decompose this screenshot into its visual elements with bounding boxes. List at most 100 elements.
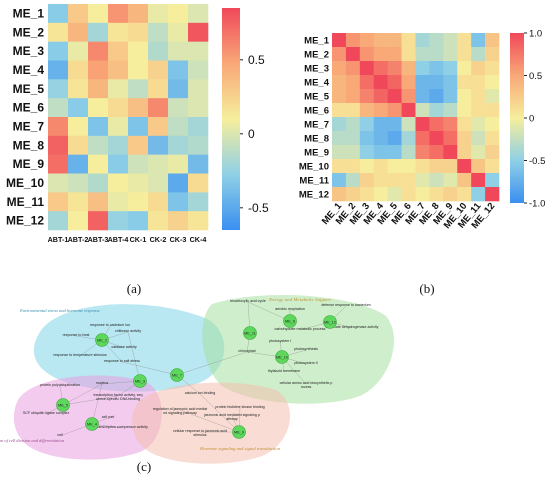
network-term-label-cont: stimulus: [193, 433, 206, 437]
heatmap-b-cell: [457, 75, 472, 90]
heatmap-b-cell: [387, 145, 402, 160]
heatmap-a-cell: [48, 4, 69, 24]
heatmap-a-cell: [88, 211, 109, 231]
heatmap-a-cell: [128, 22, 149, 42]
network-module-label: ME_9: [234, 430, 244, 434]
network-module-node: [133, 374, 147, 388]
heatmap-b-cell: [457, 61, 472, 76]
heatmap-a-cell: [148, 211, 169, 231]
heatmap-a-cell: [128, 41, 149, 61]
heatmap-a-cell: [188, 135, 209, 155]
heatmap-a-cell: [188, 22, 209, 42]
heatmap-b-cell: [485, 173, 500, 188]
network-module-node: [85, 417, 99, 431]
heatmap-a-cell: [148, 60, 169, 80]
heatmap-a-cell: [168, 4, 189, 24]
network-module-label: ME_11: [244, 331, 256, 335]
heatmap-b-cell: [401, 159, 416, 174]
heatmap-b-cell: [471, 145, 486, 160]
heatmap-a-row-label: ME_8: [13, 138, 45, 152]
heatmap-b-cell: [443, 145, 458, 160]
heatmap-a-col-label: ABT-2: [68, 235, 89, 244]
heatmap-b-cell: [443, 117, 458, 132]
heatmap-a-cell: [68, 60, 89, 80]
heatmap-b-row-label: ME_2: [304, 50, 329, 61]
network-term-label: photosystem II: [294, 361, 317, 365]
heatmap-b-cell: [429, 145, 444, 160]
network-edge: [127, 331, 141, 382]
heatmap-a-cell: [68, 22, 89, 42]
heatmap-b-row-label: ME_10: [299, 162, 329, 173]
network-module-label: ME_5: [58, 403, 68, 407]
heatmap-a-cell: [48, 173, 69, 193]
heatmap-b-row-label: ME_6: [304, 106, 329, 117]
heatmap-a-cell: [88, 192, 109, 212]
heatmap-a-cell: [88, 41, 109, 61]
heatmap-a-cell: [188, 60, 209, 80]
heatmap-a-cell: [108, 60, 129, 80]
heatmap-b-cell: [471, 173, 486, 188]
network-edge: [62, 395, 119, 406]
heatmap-b-cell: [332, 61, 347, 76]
heatmap-b-cell: [373, 89, 388, 104]
heatmap-b-cell: [345, 145, 361, 160]
network-term-label: protein histidine kinase binding: [215, 405, 264, 409]
network-term-label: carbohydrate metabolic process: [275, 327, 326, 331]
heatmap-a-cell: [168, 117, 189, 137]
heatmap-a-cell: [88, 22, 109, 42]
heatmap-b-cell: [401, 117, 416, 132]
network-term-label: response to temperature stimulus: [53, 353, 107, 357]
heatmap-b-cell: [429, 75, 444, 90]
heatmap-b-cell: [415, 47, 430, 62]
heatmap-a-cell: [168, 60, 189, 80]
heatmap-a-cell: [128, 4, 149, 24]
heatmap-b-cell: [359, 103, 375, 118]
network-module-label: ME_6: [285, 319, 295, 323]
colorbar-a-tick: 0: [248, 127, 255, 141]
heatmap-b-cell: [359, 75, 375, 90]
heatmap-a-row-label: ME_6: [13, 101, 45, 115]
heatmap-a-row-label: ME_1: [13, 6, 45, 20]
heatmap-b-cell: [345, 61, 361, 76]
heatmap-b-cell: [387, 47, 402, 62]
network-term-label: cell part: [102, 415, 115, 419]
heatmap-a-cell: [148, 192, 169, 212]
heatmap-a-row-label: ME_4: [13, 63, 45, 77]
heatmap-b-cell: [373, 75, 388, 90]
heatmap-b-row-label: ME_3: [304, 64, 329, 75]
network-group-area: [202, 294, 394, 404]
heatmap-b-cell: [457, 159, 472, 174]
network-term-label-cont: athway: [226, 417, 238, 421]
network-term-label: cell: [57, 433, 63, 437]
heatmap-a-col-label: CK-3: [170, 235, 187, 244]
network-edge: [91, 383, 103, 425]
heatmap-b-row-label: ME_4: [304, 78, 330, 89]
heatmap-a-cell: [48, 98, 69, 118]
heatmap-a-cell: [188, 173, 209, 193]
heatmap-b-cell: [429, 131, 444, 146]
heatmap-a: ME_1 ME_2 ME_3 ME_4 ME_5 ME_6 ME_7 ME_8 ME_9 ME_1…: [6, 4, 269, 244]
heatmap-b-cell: [332, 33, 347, 48]
heatmap-b-cell: [401, 103, 416, 118]
network-term-label: cellular amino acid biosynthetic p: [280, 381, 333, 385]
panel-label-a: (a): [127, 281, 141, 296]
heatmap-b-cell: [443, 89, 458, 104]
network-term-label: response to salt stress: [104, 359, 140, 363]
heatmap-a-row-label: ME_11: [7, 195, 45, 209]
enrichment-network: Environmental stress and hormone respons…: [0, 294, 394, 464]
heatmap-b-cell: [373, 145, 388, 160]
heatmap-b-cell: [415, 187, 430, 202]
heatmap-b-cell: [332, 103, 347, 118]
network-group-label: Regulation of cell division and differen…: [0, 438, 65, 443]
heatmap-b-cell: [332, 145, 347, 160]
heatmap-a-cell: [188, 4, 209, 24]
heatmap-b-cell: [387, 117, 402, 132]
heatmap-a-cell: [128, 192, 149, 212]
colorbar-b-tick: -1.0: [529, 199, 545, 210]
network-term-label: response to cadmium ion: [90, 323, 130, 327]
network-group-area: [13, 375, 162, 460]
heatmap-b-cell: [457, 187, 472, 202]
heatmap-b-cell: [359, 117, 375, 132]
heatmap-b-cell: [457, 131, 472, 146]
heatmap-b-cell: [401, 89, 416, 104]
